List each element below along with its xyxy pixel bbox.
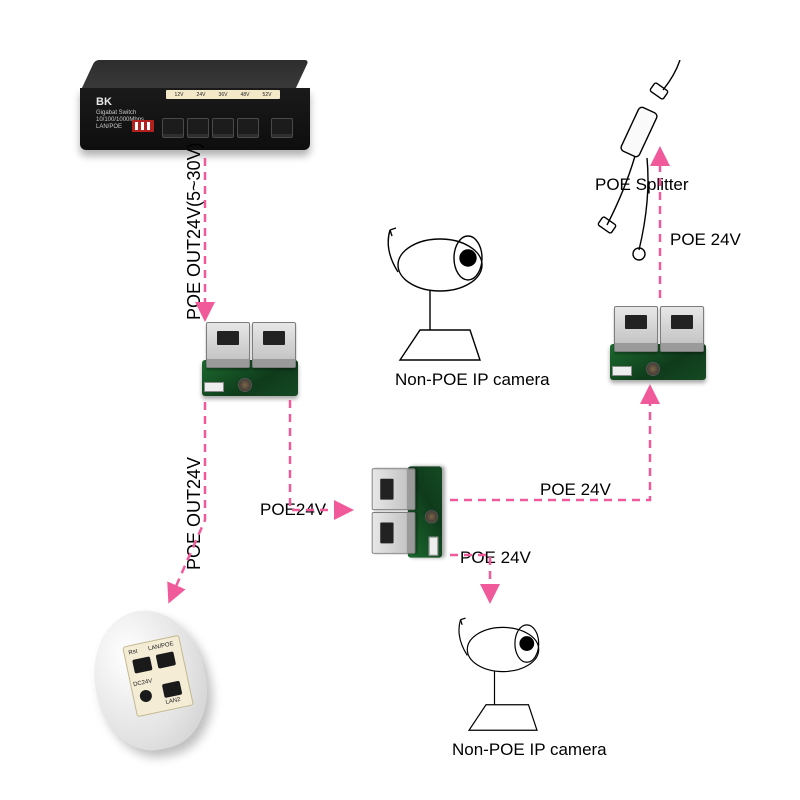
ip-camera-2: [452, 603, 588, 748]
label-poe24-e: POE 24V: [460, 548, 531, 568]
camera-2-caption: Non-POE IP camera: [452, 740, 607, 760]
pcb-module-1: [200, 316, 300, 396]
label-poe-out-a: POE OUT24V(5~30V): [184, 142, 205, 320]
wireless-ap: Rst LAN/POE DC24V LAN2: [85, 600, 215, 760]
label-poe-out-b: POE OUT24V: [184, 457, 205, 570]
switch-ports: [162, 118, 293, 138]
dip-switch: [132, 120, 154, 132]
switch-voltage-strip: 12V 24V 36V 48V 52V: [166, 90, 280, 99]
diagram-stage: BK Gigabat Switch 10/100/1000Mbps LAN/PO…: [0, 0, 800, 800]
camera-1-caption: Non-POE IP camera: [395, 370, 550, 390]
label-poe24-c: POE24V: [260, 500, 326, 520]
pcb-module-3: [608, 300, 708, 380]
ap-lan2-label: LAN2: [165, 697, 181, 706]
label-poe24-d: POE 24V: [540, 480, 611, 500]
switch-brand: BK: [96, 96, 112, 108]
switch-model-line3: LAN/POE: [96, 124, 122, 130]
ap-rst-label: Rst: [128, 649, 138, 657]
switch-model-line1: Gigabat Switch: [96, 110, 136, 116]
ap-lanpoe-label: LAN/POE: [148, 641, 175, 652]
ip-camera-1: [380, 210, 540, 380]
pcb-module-2: [366, 465, 442, 560]
ap-dc-label: DC24V: [133, 678, 153, 688]
label-poe24-f: POE 24V: [670, 230, 741, 250]
label-splitter: POE Splitter: [595, 175, 689, 195]
